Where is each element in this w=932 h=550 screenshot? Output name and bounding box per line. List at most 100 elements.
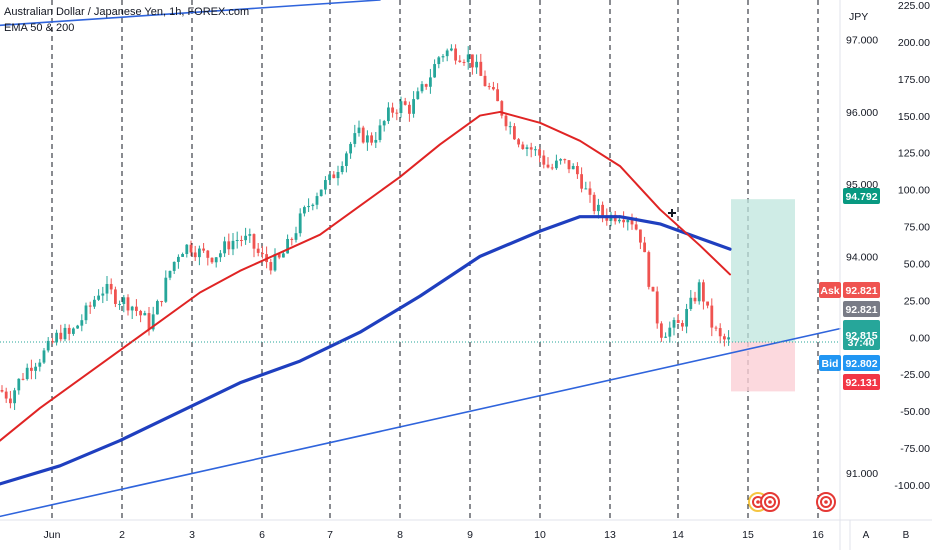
candle-110 (462, 59, 466, 66)
candle-165 (693, 291, 697, 304)
candle-100 (420, 81, 424, 94)
candle-118 (496, 83, 499, 102)
price-axis[interactable]: JPY91.00094.00095.00096.00097.000225.002… (839, 0, 930, 550)
trendline-upper[interactable] (0, 0, 381, 27)
candle-109 (458, 55, 462, 63)
time-axis[interactable]: Jun 2 3 6 7 8 9 10 13 14 15 16 A B (0, 519, 932, 550)
candle-137 (576, 162, 579, 179)
candle-98 (412, 91, 415, 118)
candle-159 (668, 321, 672, 343)
candle-12 (51, 338, 54, 344)
economic-event-icon-2[interactable] (760, 492, 780, 512)
candle-16 (67, 324, 71, 341)
candle-143 (601, 201, 604, 223)
candle-91 (382, 119, 386, 132)
ema-50-line[interactable] (0, 110, 731, 442)
candle-114 (479, 53, 483, 77)
candle-57 (240, 235, 243, 247)
candle-166 (697, 279, 701, 305)
plot-background[interactable] (0, 0, 840, 520)
candle-156 (655, 286, 659, 329)
event-icons[interactable] (748, 492, 836, 512)
candle-173 (727, 330, 730, 346)
ema-200-line[interactable] (0, 215, 732, 486)
candle-93 (391, 102, 394, 118)
candle-30 (126, 294, 130, 316)
candle-47 (198, 245, 201, 266)
candle-139 (584, 181, 588, 190)
candle-35 (147, 306, 151, 336)
candle-71 (298, 208, 302, 237)
svg-text:92.815: 92.815 (845, 330, 877, 342)
profit-zone[interactable] (731, 199, 795, 342)
candle-130 (546, 157, 550, 169)
candle-10 (42, 348, 46, 365)
candle-11 (46, 337, 50, 353)
secondary-tick-13: -100.00 (894, 480, 930, 492)
indicator-label[interactable]: EMA 50 & 200 (4, 22, 75, 34)
candle-157 (660, 321, 663, 342)
candle-126 (529, 142, 533, 158)
symbol-title[interactable]: Australian Dollar / Japanese Yen, 1h, FO… (4, 6, 250, 18)
candle-120 (504, 113, 508, 131)
candle-170 (714, 325, 718, 332)
position-zones (731, 199, 795, 392)
candle-22 (93, 295, 96, 309)
candle-72 (303, 205, 306, 217)
time-tick-2: 3 (189, 529, 195, 541)
candle-44 (185, 243, 189, 258)
candle-172 (723, 333, 726, 347)
secondary-tick-10: -25.00 (900, 369, 930, 381)
candle-73 (307, 198, 310, 213)
candle-51 (214, 257, 218, 268)
candle-46 (193, 245, 197, 262)
trendline-lower[interactable] (0, 327, 841, 518)
candle-33 (139, 309, 142, 323)
candle-121 (508, 121, 512, 135)
candle-40 (168, 270, 172, 281)
candle-107 (450, 44, 453, 52)
candle-15 (63, 323, 67, 342)
candle-117 (492, 81, 495, 91)
candle-149 (626, 217, 630, 231)
candle-83 (349, 141, 352, 159)
candle-112 (471, 54, 474, 75)
economic-event-icon-3[interactable] (816, 492, 836, 512)
candle-81 (340, 161, 344, 175)
candle-21 (88, 301, 92, 314)
time-tick-6: 9 (467, 529, 473, 541)
candle-34 (143, 310, 147, 316)
candle-45 (189, 240, 193, 257)
indicator-lines (0, 0, 841, 518)
candle-115 (483, 70, 487, 87)
svg-text:92.821: 92.821 (845, 304, 877, 316)
candle-0 (0, 385, 4, 393)
candle-6 (25, 363, 29, 381)
candle-128 (538, 147, 541, 163)
candle-2 (9, 390, 12, 409)
candle-88 (370, 132, 373, 146)
time-tick-1: 2 (119, 529, 125, 541)
time-tick-8: 13 (604, 529, 616, 541)
candle-108 (454, 44, 457, 65)
candle-131 (550, 163, 554, 171)
candle-18 (76, 324, 79, 329)
candle-116 (487, 82, 491, 90)
candle-7 (30, 359, 33, 380)
secondary-tick-3: 150.00 (898, 111, 930, 123)
time-tick-9: 14 (672, 529, 684, 541)
candle-124 (521, 141, 525, 150)
candle-103 (433, 59, 436, 78)
candle-164 (689, 290, 693, 311)
candle-150 (630, 213, 634, 230)
candle-129 (542, 150, 546, 169)
candle-154 (647, 250, 651, 290)
candle-74 (311, 203, 315, 211)
candle-101 (424, 83, 428, 90)
secondary-tick-12: -75.00 (900, 443, 930, 455)
candle-148 (622, 211, 625, 228)
loss-zone[interactable] (731, 341, 795, 392)
target-price-tag: 94.792 (843, 188, 880, 204)
